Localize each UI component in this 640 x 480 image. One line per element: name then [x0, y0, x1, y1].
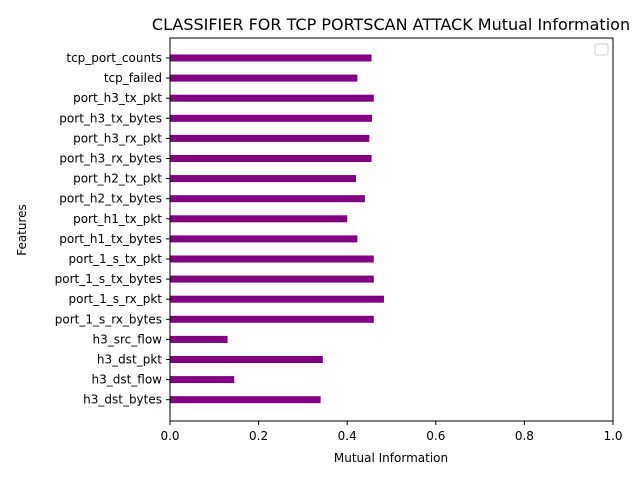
y-tick-label: port_h3_tx_pkt — [73, 91, 162, 105]
bar-h3_dst_bytes — [170, 396, 321, 404]
x-tick-label: 0.6 — [426, 429, 445, 443]
bar-port_h1_tx_pkt — [170, 215, 348, 223]
y-tick-label: port_1_s_tx_bytes — [55, 272, 162, 286]
bar-h3_dst_flow — [170, 376, 235, 384]
bar-port_1_s_tx_bytes — [170, 275, 374, 283]
x-tick-label: 1.0 — [603, 429, 622, 443]
bar-port_h3_rx_bytes — [170, 155, 372, 162]
bar-h3_dst_pkt — [170, 356, 323, 363]
bar-port_h3_tx_pkt — [170, 94, 374, 102]
bar-port_1_s_rx_pkt — [170, 295, 384, 303]
legend-box — [594, 43, 609, 56]
bar-port_h3_tx_bytes — [170, 114, 373, 122]
plot-frame — [169, 37, 614, 422]
bars-group — [170, 54, 384, 404]
y-tick-label: port_1_s_rx_pkt — [69, 292, 163, 306]
y-tick-label: port_h3_tx_bytes — [59, 111, 162, 125]
x-tick-label: 0.0 — [160, 429, 179, 443]
bar-port_1_s_tx_pkt — [170, 255, 374, 263]
y-tick-label: port_h1_tx_bytes — [59, 232, 162, 246]
bar-tcp_failed — [170, 74, 358, 82]
x-tick-label: 0.2 — [249, 429, 268, 443]
y-tick-label: h3_dst_pkt — [97, 353, 162, 367]
chart-title: CLASSIFIER FOR TCP PORTSCAN ATTACK Mutua… — [152, 15, 630, 34]
y-axis-label: Features — [15, 204, 29, 256]
bar-port_1_s_rx_bytes — [170, 315, 374, 323]
bar-port_h3_rx_pkt — [170, 134, 370, 142]
y-tick-label: port_h2_tx_bytes — [59, 192, 162, 206]
y-tick-label: port_h2_tx_pkt — [73, 172, 162, 186]
x-tick-label: 0.4 — [338, 429, 357, 443]
y-axis-ticks: tcp_port_counts tcp_failed port_h3_tx_pktp… — [55, 51, 170, 407]
y-tick-label: port_1_s_rx_bytes — [55, 312, 162, 326]
y-tick-label: h3_dst_flow — [91, 373, 162, 387]
y-tick-label: tcp_port_counts — [66, 51, 162, 65]
y-tick-label: h3_src_flow — [93, 332, 163, 346]
x-axis-ticks: 0.0 0.2 0.4 0.6 0.8 1.0 — [160, 421, 623, 443]
bar-port_h1_tx_bytes — [170, 235, 358, 243]
y-tick-label: port_1_s_tx_pkt — [68, 252, 162, 266]
y-tick-label: port_h3_rx_pkt — [73, 131, 162, 145]
x-tick-label: 0.8 — [515, 429, 534, 443]
bar-port_h2_tx_pkt — [170, 175, 357, 183]
bar-port_h2_tx_bytes — [170, 195, 365, 203]
y-tick-label: port_h3_rx_bytes — [59, 152, 162, 166]
y-tick-label: h3_dst_bytes — [83, 393, 162, 407]
x-axis-label: Mutual Information — [334, 451, 448, 465]
y-tick-label: port_h1_tx_pkt — [73, 212, 162, 226]
y-tick-label: tcp_failed — [104, 71, 162, 85]
bar-tcp_port_counts — [170, 54, 372, 62]
bar-h3_src_flow — [170, 335, 228, 343]
